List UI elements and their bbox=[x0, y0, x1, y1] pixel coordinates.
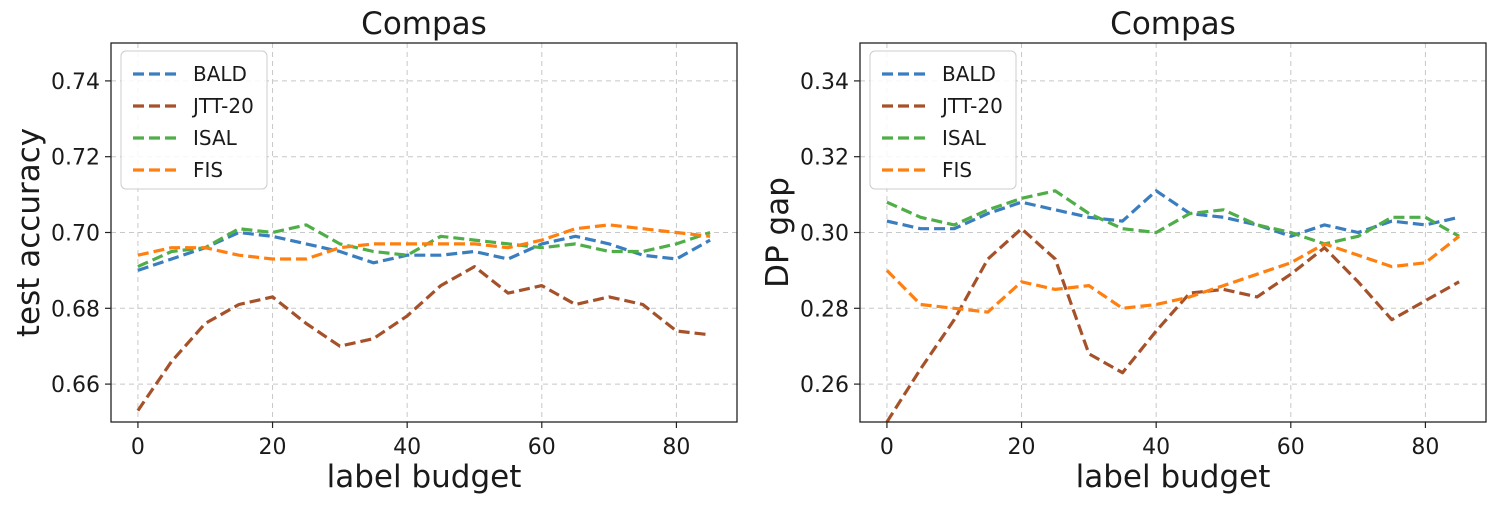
y-tick-label: 0.74 bbox=[51, 70, 100, 95]
series-line-fis bbox=[887, 236, 1459, 312]
y-tick-label: 0.30 bbox=[800, 222, 849, 247]
x-axis-label: label budget bbox=[1076, 459, 1271, 495]
chart-panel-1: 0 20 40 60 80 0.66 0.68 0.70 0.72 0.74 Compas label… bbox=[11, 6, 737, 495]
x-tick-label: 40 bbox=[1142, 435, 1170, 460]
legend-label-bald: BALD bbox=[942, 62, 996, 86]
x-tick-label: 60 bbox=[528, 435, 556, 460]
legend-label-isal: ISAL bbox=[193, 126, 238, 150]
chart-title: Compas bbox=[1110, 6, 1236, 42]
legend-label-fis: FIS bbox=[942, 158, 972, 182]
legend-label-jtt-20: JTT-20 bbox=[940, 94, 1003, 118]
series-line-isal bbox=[887, 191, 1459, 244]
legend-label-fis: FIS bbox=[193, 158, 223, 182]
x-tick-label: 80 bbox=[1411, 435, 1439, 460]
x-tick-label: 20 bbox=[1008, 435, 1036, 460]
series-line-jtt-20 bbox=[138, 267, 710, 411]
y-tick-label: 0.72 bbox=[51, 146, 100, 171]
chart-title: Compas bbox=[361, 6, 487, 42]
y-tick-label: 0.32 bbox=[800, 146, 849, 171]
legend-label-isal: ISAL bbox=[942, 126, 987, 150]
legend-label-jtt-20: JTT-20 bbox=[191, 94, 254, 118]
legend: BALD JTT-20 ISAL FIS bbox=[870, 51, 1016, 189]
chart-panel-2: 0 20 40 60 80 0.26 0.28 0.30 0.32 0.34 Compas label… bbox=[760, 6, 1486, 495]
legend: BALD JTT-20 ISAL FIS bbox=[121, 51, 267, 189]
y-tick-label: 0.70 bbox=[51, 222, 100, 247]
x-tick-label: 0 bbox=[880, 435, 894, 460]
x-tick-label: 40 bbox=[393, 435, 421, 460]
y-tick-label: 0.66 bbox=[51, 373, 100, 398]
x-tick-label: 0 bbox=[131, 435, 145, 460]
y-tick-label: 0.34 bbox=[800, 70, 849, 95]
y-axis-label: test accuracy bbox=[11, 128, 47, 337]
x-tick-label: 80 bbox=[662, 435, 690, 460]
x-tick-label: 20 bbox=[259, 435, 287, 460]
y-tick-label: 0.28 bbox=[800, 297, 849, 322]
legend-label-bald: BALD bbox=[193, 62, 247, 86]
series-line-isal bbox=[138, 225, 710, 267]
x-tick-label: 60 bbox=[1277, 435, 1305, 460]
y-tick-label: 0.68 bbox=[51, 297, 100, 322]
x-axis-label: label budget bbox=[327, 459, 522, 495]
series-line-jtt-20 bbox=[887, 229, 1459, 422]
y-tick-label: 0.26 bbox=[800, 373, 849, 398]
y-axis-label: DP gap bbox=[760, 177, 796, 288]
